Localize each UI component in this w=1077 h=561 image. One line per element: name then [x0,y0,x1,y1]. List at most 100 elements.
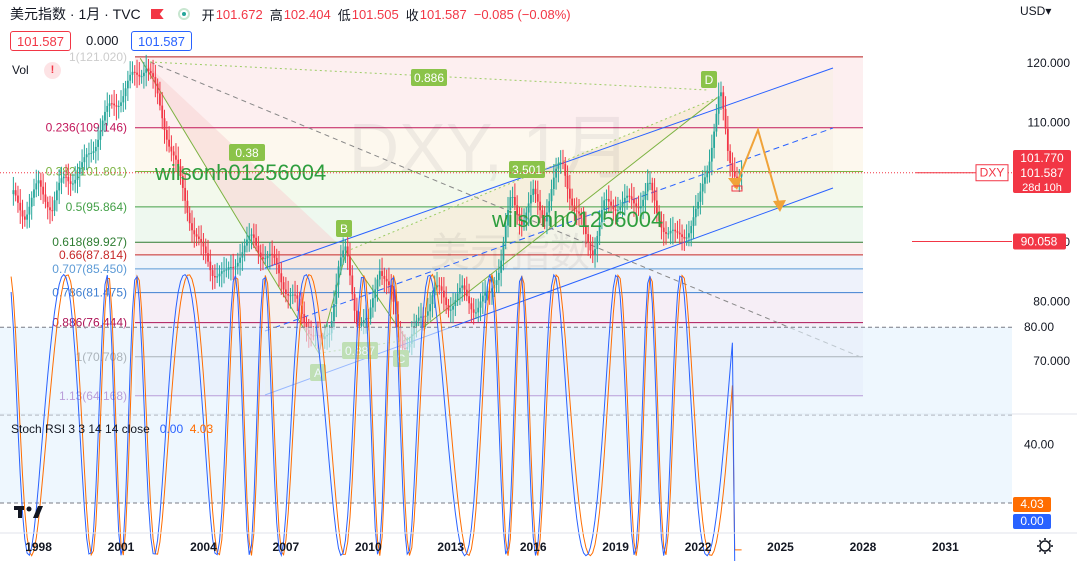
flag-icon[interactable] [150,9,164,19]
candle-body [193,230,196,235]
candle-body [120,102,122,106]
candle-body [633,199,635,204]
projection-path [734,126,781,209]
candle-body [179,166,182,176]
candle-body [459,287,461,294]
candle-body [692,217,695,227]
candle-body [642,199,645,207]
candle-body [635,203,638,207]
candle-body [337,266,340,285]
candle-body [653,190,656,201]
price-label-90: 90.058 [1021,234,1058,248]
candle-body [136,72,138,75]
candle-body [562,162,564,164]
candle-body [683,236,686,239]
candle-body [110,103,113,105]
candle-body [94,146,97,152]
candle-body [154,76,157,84]
candle-body [335,284,338,305]
pattern-legs [139,57,718,355]
candle-body [717,96,720,114]
candle-body [305,322,308,330]
currency-selector[interactable]: USD▾ [1020,4,1051,18]
candle-body [511,197,514,199]
candle-body [234,266,237,268]
candle-body [715,113,718,132]
candle-body [133,71,136,73]
candle-body [216,276,219,278]
volume-indicator-label[interactable]: Vol [12,63,29,77]
candle-body [495,280,498,285]
candle-body [333,304,335,322]
candle-body [550,189,553,202]
open-key: 开 [201,7,215,23]
stoch-rsi-legend[interactable]: Stoch RSI 3 3 14 14 close 0.00 4.03 [11,422,213,436]
candle-body [19,202,22,211]
candle-body [694,208,697,218]
candle-body [486,291,489,293]
tradingview-logo[interactable] [14,506,43,518]
x-tick-2013: 2013 [437,540,464,554]
candle-body [713,131,716,148]
alert-icon[interactable]: ! [44,62,61,79]
logo-slash [33,506,43,518]
candle-body [591,250,594,255]
watermark-name: 美元指数 [430,231,590,275]
candle-body [706,170,709,178]
candle-body [582,218,585,226]
stoch-d-badge [1013,497,1051,512]
candle-body [117,105,120,107]
candle-body [289,295,292,297]
candle-body [484,291,487,296]
candle-body [651,182,654,191]
dashed-trendline [149,61,864,359]
candle-body [442,290,445,298]
candle-body [438,285,441,287]
candle-body [271,253,274,255]
candle-body [278,264,280,274]
candle-body [49,207,51,211]
candle-body [372,298,374,308]
sell-price-button[interactable]: 101.587 [10,31,71,51]
candle-body [172,151,175,156]
candle-body [284,289,287,294]
candle-body [431,295,434,305]
gear-icon[interactable] [1037,538,1053,554]
pattern-point-B: B [340,222,348,236]
stoch-rsi-title: Stoch RSI 3 3 14 14 close [11,422,150,436]
candle-body [280,273,283,283]
symbol-title[interactable]: 美元指数 · 1月 · TVC [10,6,141,22]
candle-body [630,196,633,200]
candle-body [614,209,617,211]
candle-body [573,205,576,211]
candle-body [230,266,232,268]
candle-body [607,198,610,202]
candle-body [106,105,109,112]
candle-body [598,222,601,236]
candle-body [520,220,523,225]
candle-body [426,311,429,316]
candle-body [555,168,557,178]
candle-body [465,289,468,297]
x-tick-2028: 2028 [850,540,877,554]
x-tick-2007: 2007 [273,540,300,554]
candle-body [259,252,262,258]
candle-body [342,250,345,258]
candle-body [163,118,166,131]
candle-body [250,234,253,236]
candle-body [667,233,670,235]
buy-price-button[interactable]: 101.587 [131,31,192,51]
candle-body [51,210,54,212]
candle-body [99,130,102,140]
candle-body [534,188,537,195]
candle-body [420,316,422,318]
candle-body [564,163,567,176]
candle-body [74,179,77,184]
candle-body [273,254,276,258]
low-value: 101.505 [351,6,399,22]
candle-body [383,275,386,279]
candle-body [246,239,248,246]
candle-body [92,151,95,153]
gear-tooth [1038,539,1042,543]
